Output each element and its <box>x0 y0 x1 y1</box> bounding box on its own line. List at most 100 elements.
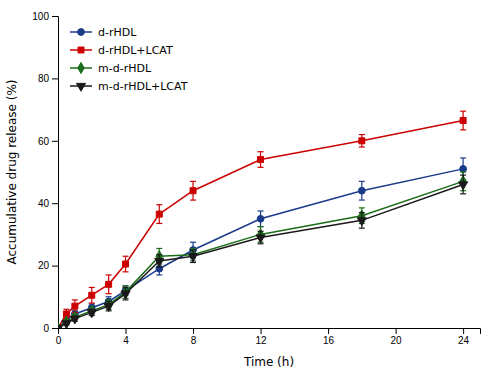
x-tick-mark <box>396 328 397 334</box>
error-bar-cap <box>123 271 129 272</box>
error-bar-cap <box>258 167 264 168</box>
y-tick-label: 100 <box>32 11 49 22</box>
series <box>58 172 466 328</box>
x-tick-mark <box>126 328 127 334</box>
legend-item: d-rHDL+LCAT <box>70 44 173 57</box>
error-bar-cap <box>89 302 95 303</box>
legend-marker <box>78 62 84 73</box>
y-tick: 0 <box>43 323 58 334</box>
error-bar-cap <box>460 129 466 130</box>
error-bar-cap <box>156 223 162 224</box>
error-bar-cap <box>106 274 112 275</box>
point <box>258 157 264 163</box>
point <box>62 321 71 328</box>
y-tick-mark <box>52 16 58 17</box>
error-bar <box>190 181 196 200</box>
x-axis-title: Time (h) <box>243 355 294 369</box>
point <box>357 218 366 226</box>
y-axis: 0 20 40 60 80 100 <box>32 11 58 334</box>
x-axis-line <box>59 329 481 335</box>
point <box>257 215 264 222</box>
y-tick-label: 60 <box>38 136 50 147</box>
y-tick-mark <box>52 328 58 329</box>
error-bar-cap <box>106 296 112 297</box>
error-bar <box>258 152 264 168</box>
error-bar-cap <box>190 181 196 182</box>
point <box>156 211 162 217</box>
error-bar-cap <box>156 274 162 275</box>
point <box>188 254 197 262</box>
error-bar-cap <box>156 254 162 255</box>
x-tick: 4 <box>123 328 129 346</box>
x-tick: 12 <box>255 328 267 346</box>
point <box>460 165 467 172</box>
error-bar-cap <box>460 193 466 194</box>
x-tick: 20 <box>391 328 403 346</box>
error-bar-cap <box>63 309 69 310</box>
y-tick: 80 <box>38 73 58 84</box>
error-bar-cap <box>359 146 365 147</box>
error-bar-cap <box>258 226 264 227</box>
error-bar <box>106 275 112 294</box>
point <box>106 281 112 287</box>
error-bar <box>258 211 264 227</box>
x-tick-mark <box>261 328 262 334</box>
point <box>58 325 63 328</box>
error-bar <box>460 111 466 130</box>
legend-item: d-rHDL <box>70 26 137 39</box>
y-tick-label: 40 <box>38 198 50 209</box>
point <box>123 261 129 267</box>
error-bar-cap <box>359 207 365 208</box>
series-line <box>58 181 463 328</box>
y-tick-mark <box>52 203 58 204</box>
error-bar-cap <box>359 212 365 213</box>
error-bar-cap <box>258 226 264 227</box>
error-bar-cap <box>359 134 365 135</box>
error-bar-cap <box>89 287 95 288</box>
x-tick-mark <box>193 328 194 334</box>
series <box>58 158 467 328</box>
error-bar-cap <box>258 210 264 211</box>
error-bar-cap <box>460 157 466 158</box>
point <box>359 138 365 144</box>
y-tick-mark <box>52 141 58 142</box>
x-axis: 0 4 8 12 16 20 24 <box>56 328 481 346</box>
x-tick-label: 12 <box>255 335 267 346</box>
legend: d-rHDLd-rHDL+LCATm-d-rHDLm-d-rHDL+LCAT <box>70 26 188 93</box>
error-bar-cap <box>106 301 112 302</box>
error-bar <box>123 256 129 272</box>
error-bar-cap <box>106 293 112 294</box>
series-line <box>58 121 463 328</box>
x-tick-mark <box>463 328 464 334</box>
x-tick-label: 16 <box>323 335 335 346</box>
legend-label: m-d-rHDL+LCAT <box>98 80 188 93</box>
series <box>58 111 466 328</box>
x-tick-label: 4 <box>123 335 129 346</box>
point <box>70 316 79 324</box>
point <box>190 188 196 194</box>
error-bar-cap <box>190 199 196 200</box>
error-bar <box>89 287 95 303</box>
x-tick: 0 <box>56 328 62 346</box>
y-tick: 60 <box>38 136 58 147</box>
error-bar-cap <box>460 175 466 176</box>
legend-label: d-rHDL <box>98 26 137 39</box>
point <box>358 187 365 194</box>
x-tick-label: 8 <box>191 335 197 346</box>
error-bar-cap <box>72 299 78 300</box>
y-tick-label: 20 <box>38 260 50 271</box>
x-tick: 16 <box>323 328 335 346</box>
x-tick-label: 24 <box>458 335 470 346</box>
point <box>72 303 78 309</box>
x-tick-label: 0 <box>56 335 62 346</box>
point <box>104 304 113 312</box>
error-bar-cap <box>190 242 196 243</box>
point <box>460 118 466 124</box>
series <box>58 175 468 328</box>
error-bar-cap <box>258 231 264 232</box>
y-tick: 40 <box>38 198 58 209</box>
y-tick-label: 80 <box>38 73 50 84</box>
legend-label: d-rHDL+LCAT <box>98 44 173 57</box>
error-bar-cap <box>258 151 264 152</box>
error-bar-cap <box>123 256 129 257</box>
